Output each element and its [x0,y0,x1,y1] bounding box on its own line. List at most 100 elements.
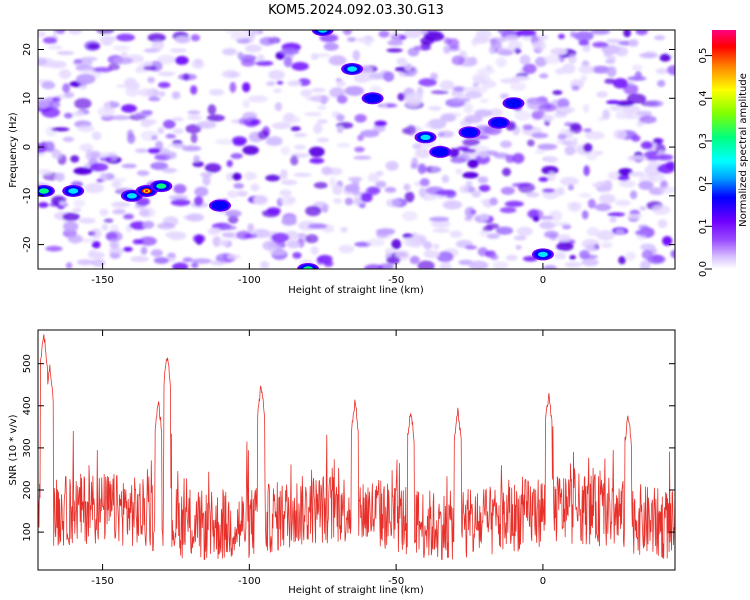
heatmap-speckle [476,68,495,75]
heatmap-speckle [583,143,593,153]
heatmap-speckle [280,179,298,186]
heatmap-speckle [168,194,189,201]
heatmap-speckle [551,221,571,226]
heatmap-speckle [465,245,477,250]
heatmap-speckle [498,49,514,56]
heatmap-speckle [140,246,148,255]
heatmap-hotspot [68,188,79,194]
heatmap-speckle [190,85,198,95]
heatmap-speckle [580,74,587,83]
heatmap-speckle [627,76,647,81]
heatmap-speckle [354,146,365,153]
heatmap-speckle [596,91,608,98]
heatmap-speckle [113,57,133,65]
heatmap-speckle [228,215,239,224]
heatmap-speckle [336,125,344,134]
heatmap-speckle [390,31,401,43]
heatmap-speckle [374,120,387,127]
heatmap-speckle [629,171,645,177]
heatmap-speckle [347,37,357,42]
heatmap-speckle [471,190,482,198]
heatmap-speckle [474,75,485,84]
heatmap-speckle [58,69,72,80]
heatmap-speckle [52,96,61,103]
heatmap-speckle [85,149,94,160]
heatmap-speckle [586,227,600,237]
heatmap-speckle [505,154,516,163]
heatmap-speckle [522,63,537,74]
heatmap-speckle [657,79,666,88]
heatmap-speckle [451,97,471,103]
heatmap-speckle [207,104,217,115]
heatmap-speckle [489,197,498,206]
heatmap-speckle [336,143,351,148]
heatmap-speckle [613,129,627,140]
heatmap-speckle [543,265,557,269]
heatmap-speckle [604,78,616,84]
heatmap-speckle [455,168,463,175]
heatmap-speckle [639,52,658,59]
x-tick-label: -150 [91,275,114,286]
heatmap-speckle [366,238,386,247]
heatmap-speckle [424,122,432,128]
heatmap-speckle [476,86,489,94]
heatmap-speckle [222,48,237,56]
heatmap-speckle [194,196,204,207]
heatmap-speckle [293,133,308,138]
heatmap-speckle [427,118,447,130]
heatmap-speckle [609,216,617,223]
heatmap-speckle [396,57,407,66]
heatmap-speckle [147,76,156,84]
heatmap-speckle [193,155,201,163]
heatmap-speckle [173,143,186,149]
heatmap-speckle [670,249,675,259]
heatmap-speckle [495,226,514,235]
heatmap-hotspot [38,188,49,194]
heatmap-speckle [321,166,333,176]
heatmap-speckle [99,208,109,217]
heatmap-speckle [659,53,671,62]
heatmap-speckle [571,85,580,91]
heatmap-speckle [257,130,270,140]
heatmap-speckle [568,53,577,64]
heatmap-x-ticks: -150 -100 -50 0 [91,30,546,286]
heatmap-speckle [629,155,648,160]
heatmap-speckle [603,49,613,58]
heatmap-speckle [376,228,396,235]
heatmap-speckle [531,110,546,120]
heatmap-speckle [332,198,343,204]
heatmap-speckle [354,114,367,123]
heatmap-speckle [38,202,49,208]
heatmap-hotspot [303,266,314,269]
heatmap-speckle [336,114,345,122]
heatmap-speckle [629,190,638,200]
heatmap-speckle [646,100,664,107]
heatmap-speckle [526,191,540,198]
heatmap-speckle [141,119,157,125]
heatmap-speckle [378,30,390,38]
heatmap-hotspot [126,193,137,199]
heatmap-speckle [172,117,184,122]
heatmap-hotspots [38,30,554,269]
heatmap-speckle [464,216,473,222]
heatmap-speckle [185,124,202,134]
heatmap-speckle [123,213,134,220]
heatmap-speckle [578,64,595,74]
heatmap-speckle [74,98,92,110]
heatmap-speckle [385,160,399,171]
heatmap-speckle [159,148,170,155]
heatmap-speckle [191,258,212,264]
heatmap-speckle [479,98,489,103]
heatmap-speckle [541,165,559,175]
heatmap-speckle [456,93,466,99]
heatmap-speckle [292,252,302,259]
heatmap-speckle [281,217,297,226]
heatmap-speckle [221,232,235,238]
colorbar-tick-label: 0.3 [698,133,709,149]
heatmap-speckle [526,209,544,219]
heatmap-speckle [424,31,445,42]
heatmap-speckle [436,251,454,263]
heatmap-speckle [172,128,184,134]
